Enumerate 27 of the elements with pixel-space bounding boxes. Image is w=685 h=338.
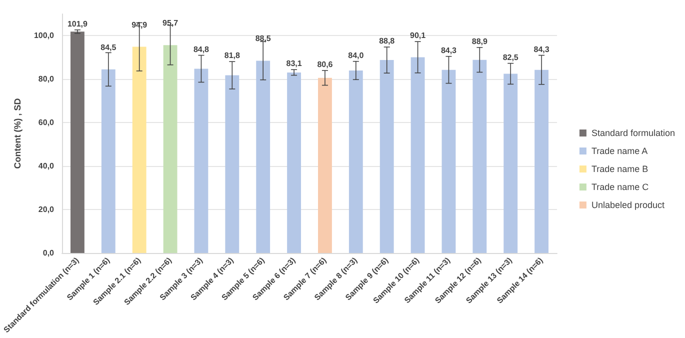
data-label: 82,5 xyxy=(502,52,519,62)
y-tick-label: 0,0 xyxy=(42,248,55,258)
data-label: 90,1 xyxy=(410,31,426,40)
y-tick-label: 80,0 xyxy=(38,74,55,84)
data-label: 101,9 xyxy=(67,19,88,28)
data-label: 88,5 xyxy=(255,34,272,44)
legend-label: Trade name A xyxy=(591,146,648,156)
y-tick-label: 20,0 xyxy=(38,205,55,214)
data-label: 81,8 xyxy=(224,51,240,60)
data-label: 88,9 xyxy=(472,36,488,46)
y-tick-label: 60,0 xyxy=(38,118,55,128)
legend-label: Trade name B xyxy=(591,164,648,174)
data-label: 83,1 xyxy=(286,59,302,68)
legend-label: Unlabeled product xyxy=(591,200,665,210)
data-label: 84,8 xyxy=(193,44,210,54)
y-axis-title: Content (%) , SD xyxy=(12,98,22,169)
data-label: 84,3 xyxy=(440,46,458,55)
y-tick-label: 100,0 xyxy=(34,31,55,40)
legend-label: Trade name C xyxy=(591,182,650,192)
data-label: 84,5 xyxy=(100,42,117,52)
data-label: 84,0 xyxy=(348,50,364,60)
data-label: 84,3 xyxy=(534,44,550,54)
data-label: 95,7 xyxy=(162,18,179,28)
data-label: 80,6 xyxy=(317,60,334,69)
legend-label: Standard formulation xyxy=(591,128,676,138)
data-label: 88,8 xyxy=(379,36,396,46)
y-tick-label: 40,0 xyxy=(38,162,55,171)
